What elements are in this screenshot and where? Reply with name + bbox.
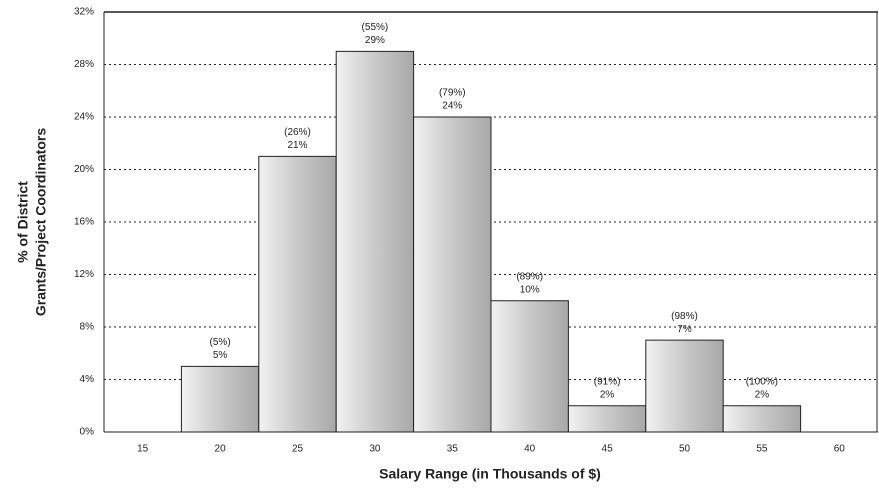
value-label: 29% <box>365 35 385 46</box>
y-tick-label: 32% <box>74 7 94 18</box>
x-tick-label: 55 <box>756 444 768 455</box>
y-tick-label: 20% <box>74 164 94 175</box>
bar <box>567 405 647 433</box>
value-label: 21% <box>287 140 307 151</box>
value-label: 10% <box>520 284 540 295</box>
y-axis-label: % of District <box>15 181 31 263</box>
x-tick-label: 50 <box>679 444 691 455</box>
x-tick-label: 20 <box>215 444 227 455</box>
cumulative-label: (79%) <box>439 88 466 99</box>
value-label: 5% <box>213 350 228 361</box>
bar <box>413 116 492 433</box>
value-label: 2% <box>600 389 615 400</box>
bar <box>722 405 802 433</box>
x-tick-label: 35 <box>447 444 459 455</box>
value-label: 7% <box>677 324 692 335</box>
cumulative-label: (89%) <box>516 271 543 282</box>
bar <box>335 50 415 433</box>
cumulative-label: (91%) <box>594 376 621 387</box>
value-label: 2% <box>755 389 770 400</box>
y-tick-label: 24% <box>74 112 94 123</box>
cumulative-label: (55%) <box>362 22 389 33</box>
y-tick-label: 12% <box>74 269 94 280</box>
x-tick-label: 15 <box>137 444 149 455</box>
x-tick-label: 40 <box>524 444 536 455</box>
x-tick-label: 60 <box>834 444 846 455</box>
bar <box>180 365 260 433</box>
y-tick-label: 28% <box>74 59 94 70</box>
x-tick-label: 45 <box>602 444 614 455</box>
y-axis-label: Grants/Project Coordinators <box>33 128 49 316</box>
y-tick-label: 16% <box>74 217 94 228</box>
bar <box>490 300 569 433</box>
x-tick-label: 25 <box>292 444 304 455</box>
x-axis-label: Salary Range (in Thousands of $) <box>379 466 601 482</box>
y-tick-label: 4% <box>80 374 95 385</box>
cumulative-label: (98%) <box>671 311 698 322</box>
cumulative-label: (26%) <box>284 127 311 138</box>
cumulative-label: (100%) <box>746 376 778 387</box>
y-tick-label: 0% <box>80 427 95 438</box>
value-label: 24% <box>442 101 462 112</box>
x-tick-label: 30 <box>369 444 381 455</box>
y-tick-label: 8% <box>80 322 95 333</box>
cumulative-label: (5%) <box>210 337 231 348</box>
bar <box>258 155 337 433</box>
bar <box>645 339 724 433</box>
